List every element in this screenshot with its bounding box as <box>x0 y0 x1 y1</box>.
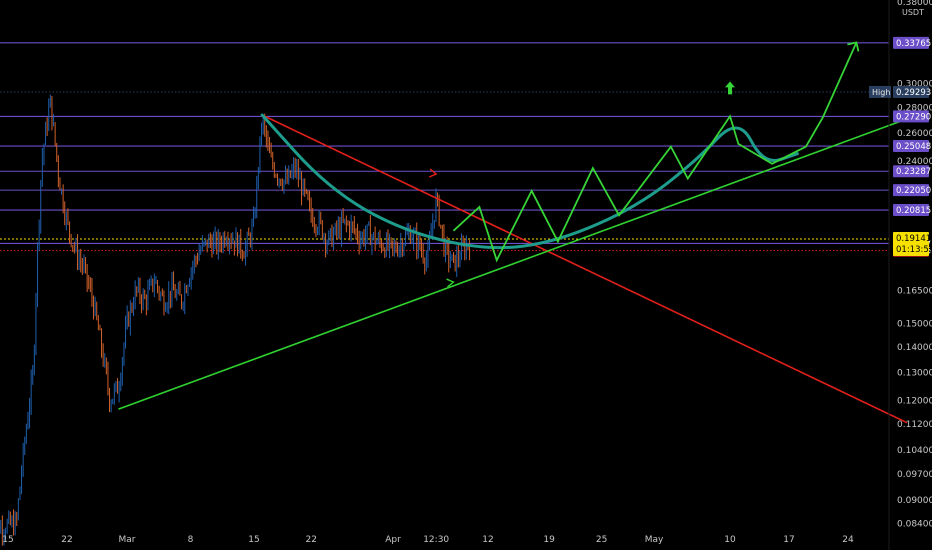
level-badge-5-bg <box>893 184 929 197</box>
level-badge-1-bg <box>893 85 929 98</box>
level-badge-2: 0.27290 <box>896 112 931 122</box>
countdown-timer: 01:13:55 <box>896 245 932 255</box>
time-tick-label: 17 <box>783 535 794 545</box>
level-badge-4-bg <box>893 165 929 178</box>
level-badge-6: 0.20815 <box>896 206 931 216</box>
time-tick-label: Apr <box>385 535 401 545</box>
time-tick-label: 24 <box>842 535 854 545</box>
horizontal-levels <box>0 42 889 252</box>
price-candles <box>0 94 471 546</box>
price-tick-label: 0.38000 <box>897 0 932 8</box>
price-tick-label: 0.28000 <box>897 104 932 114</box>
price-tick-label: 0.10400 <box>897 446 932 456</box>
time-tick-label: 15 <box>2 535 13 545</box>
price-tick-label: 0.13000 <box>897 369 932 379</box>
level-badge-4: 0.23287 <box>896 167 931 177</box>
current-price-badge-bg <box>893 232 929 257</box>
level-badge-0-bg <box>893 36 929 49</box>
level-badge-6-bg <box>893 204 929 217</box>
time-tick-label: 10 <box>724 535 736 545</box>
high-tag: High <box>872 88 890 97</box>
price-tick-label: 0.24000 <box>897 157 932 167</box>
support-trendline[interactable] <box>118 118 908 410</box>
time-tick-label: 12 <box>482 535 493 545</box>
price-axis[interactable]: 0.38000 0.30000 0.28000 0.26000 0.24000 0.165… <box>897 0 932 530</box>
level-badge-3-bg <box>893 140 929 153</box>
price-tick-label: 0.14000 <box>897 343 932 353</box>
time-tick-label: Mar <box>119 535 136 545</box>
level-badge-2-bg <box>893 110 929 123</box>
level-badge-0: 0.33765 <box>896 39 931 49</box>
time-tick-label: 19 <box>543 535 555 545</box>
price-tick-label: 0.12000 <box>897 396 932 406</box>
time-axis[interactable]: 15 22 Mar 8 15 22 Apr 12:30 12 19 25 May 10 17 24 <box>2 535 854 545</box>
time-tick-label: 25 <box>596 535 607 545</box>
price-tick-label: 0.16500 <box>897 286 932 296</box>
time-tick-label: 15 <box>248 535 259 545</box>
price-tick-label: 0.09700 <box>897 470 932 480</box>
time-tick-label: 8 <box>188 535 194 545</box>
level-badge-5: 0.22050 <box>896 186 931 196</box>
time-tick-label: 12:30 <box>423 535 449 545</box>
price-tick-label: 0.26000 <box>897 129 932 139</box>
support-arrow-marker <box>446 278 455 288</box>
time-tick-label: 22 <box>306 535 317 545</box>
time-tick-label: 22 <box>61 535 72 545</box>
projection-arrowhead <box>847 41 860 52</box>
level-badge-1: 0.29293 <box>896 88 931 98</box>
price-axis-labels: 0.337650.29293High0.272900.250480.232870… <box>869 36 932 257</box>
resistance-trendline[interactable] <box>261 114 908 424</box>
high-tag-bg <box>869 85 891 98</box>
projection-zigzag[interactable] <box>452 42 858 263</box>
price-tick-label: 0.09000 <box>897 496 932 506</box>
price-tick-label: 0.30000 <box>897 80 932 90</box>
level-badge-3: 0.25048 <box>896 142 931 152</box>
price-tick-label: 0.15000 <box>897 319 932 329</box>
up-arrow-icon <box>725 81 735 95</box>
cup-curve[interactable] <box>260 113 799 250</box>
trend-drawings <box>118 41 908 424</box>
current-price-badge: 0.19141 <box>896 234 931 244</box>
currency-label: USDT <box>902 8 924 17</box>
price-tick-label: 0.11200 <box>897 420 932 430</box>
time-tick-label: May <box>645 535 664 545</box>
price-tick-label: 0.08400 <box>897 520 932 530</box>
resistance-arrow-marker <box>428 168 438 178</box>
